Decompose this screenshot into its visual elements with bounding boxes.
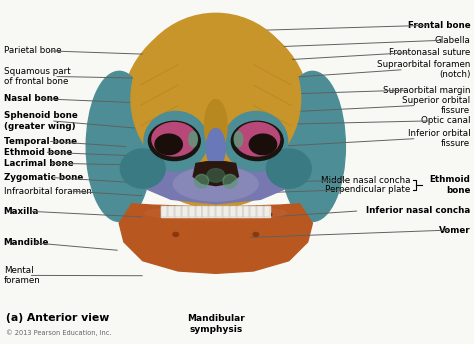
Bar (189, 206, 195, 217)
Bar (210, 206, 215, 217)
Ellipse shape (152, 122, 197, 156)
Ellipse shape (206, 129, 225, 168)
Ellipse shape (145, 206, 286, 220)
Bar (189, 206, 195, 217)
Text: Perpendicular plate: Perpendicular plate (325, 185, 410, 194)
Ellipse shape (223, 174, 237, 188)
Ellipse shape (136, 37, 277, 133)
Text: Mandibular
symphysis: Mandibular symphysis (187, 314, 245, 334)
Ellipse shape (148, 121, 200, 161)
Text: Middle nasal concha: Middle nasal concha (321, 176, 410, 185)
Text: Mandible: Mandible (4, 238, 49, 247)
Text: Glabella: Glabella (434, 36, 470, 45)
Text: (a) Anterior view: (a) Anterior view (6, 313, 109, 323)
Bar (210, 206, 215, 217)
Bar (223, 206, 229, 217)
Ellipse shape (195, 174, 209, 188)
Bar (182, 206, 188, 217)
Ellipse shape (121, 17, 310, 208)
Bar (202, 206, 209, 217)
Text: Parietal bone: Parietal bone (4, 46, 61, 55)
Bar (168, 206, 174, 217)
Text: Temporal bone: Temporal bone (4, 137, 77, 146)
Polygon shape (119, 204, 312, 273)
Bar (237, 206, 243, 217)
Text: Sphenoid bone
(greater wing): Sphenoid bone (greater wing) (4, 111, 77, 130)
Ellipse shape (207, 169, 225, 182)
Text: Zygomatic bone: Zygomatic bone (4, 173, 83, 182)
Ellipse shape (120, 149, 165, 188)
Bar (230, 206, 236, 217)
Bar (230, 206, 236, 217)
Bar (162, 206, 167, 217)
Bar (264, 206, 270, 217)
Text: Frontonasal suture: Frontonasal suture (389, 48, 470, 57)
Ellipse shape (173, 167, 258, 201)
Bar (250, 206, 256, 217)
Bar (223, 206, 229, 217)
Ellipse shape (249, 134, 277, 154)
Bar (264, 206, 270, 217)
Bar (257, 206, 263, 217)
Ellipse shape (235, 122, 280, 156)
Text: Inferior orbital
fissure: Inferior orbital fissure (408, 129, 470, 148)
Text: Inferior nasal concha: Inferior nasal concha (366, 206, 470, 215)
Bar (168, 206, 174, 217)
Polygon shape (193, 162, 238, 186)
Text: Infraorbital foramen: Infraorbital foramen (4, 186, 91, 196)
Text: Mental
foramen: Mental foramen (4, 266, 40, 285)
Bar (162, 206, 167, 217)
Ellipse shape (155, 134, 182, 154)
Ellipse shape (279, 71, 346, 222)
Text: Squamous part
of frontal bone: Squamous part of frontal bone (4, 67, 70, 86)
Ellipse shape (189, 131, 197, 147)
Circle shape (173, 233, 179, 236)
Ellipse shape (131, 13, 301, 184)
Bar (202, 206, 209, 217)
Bar (244, 206, 249, 217)
Text: Supraorbital margin: Supraorbital margin (383, 86, 470, 95)
Ellipse shape (224, 111, 288, 171)
Bar (175, 206, 181, 217)
Text: Ethmoid
bone: Ethmoid bone (429, 175, 470, 195)
Text: Superior orbital
fissure: Superior orbital fissure (402, 96, 470, 115)
Bar (237, 206, 243, 217)
Bar (250, 206, 256, 217)
Ellipse shape (266, 149, 311, 188)
Bar (175, 206, 181, 217)
Ellipse shape (234, 131, 243, 147)
Text: Vomer: Vomer (438, 226, 470, 235)
Text: Lacrimal bone: Lacrimal bone (4, 159, 73, 168)
Text: Supraorbital foramen
(notch): Supraorbital foramen (notch) (377, 60, 470, 79)
Ellipse shape (204, 99, 227, 152)
Ellipse shape (231, 121, 283, 161)
Ellipse shape (144, 111, 208, 171)
Bar (182, 206, 188, 217)
Text: Maxilla: Maxilla (4, 207, 39, 216)
Bar (244, 206, 249, 217)
Text: Optic canal: Optic canal (421, 116, 470, 125)
Circle shape (253, 233, 259, 236)
Bar (161, 214, 271, 215)
Polygon shape (133, 162, 298, 204)
Bar (196, 206, 201, 217)
Bar (216, 206, 222, 217)
Text: © 2013 Pearson Education, Inc.: © 2013 Pearson Education, Inc. (6, 329, 111, 336)
Ellipse shape (86, 71, 152, 222)
Text: Ethmoid bone: Ethmoid bone (4, 148, 72, 157)
Bar (196, 206, 201, 217)
Text: Nasal bone: Nasal bone (4, 94, 58, 103)
Bar (257, 206, 263, 217)
Bar (216, 206, 222, 217)
Text: Frontal bone: Frontal bone (408, 21, 470, 30)
